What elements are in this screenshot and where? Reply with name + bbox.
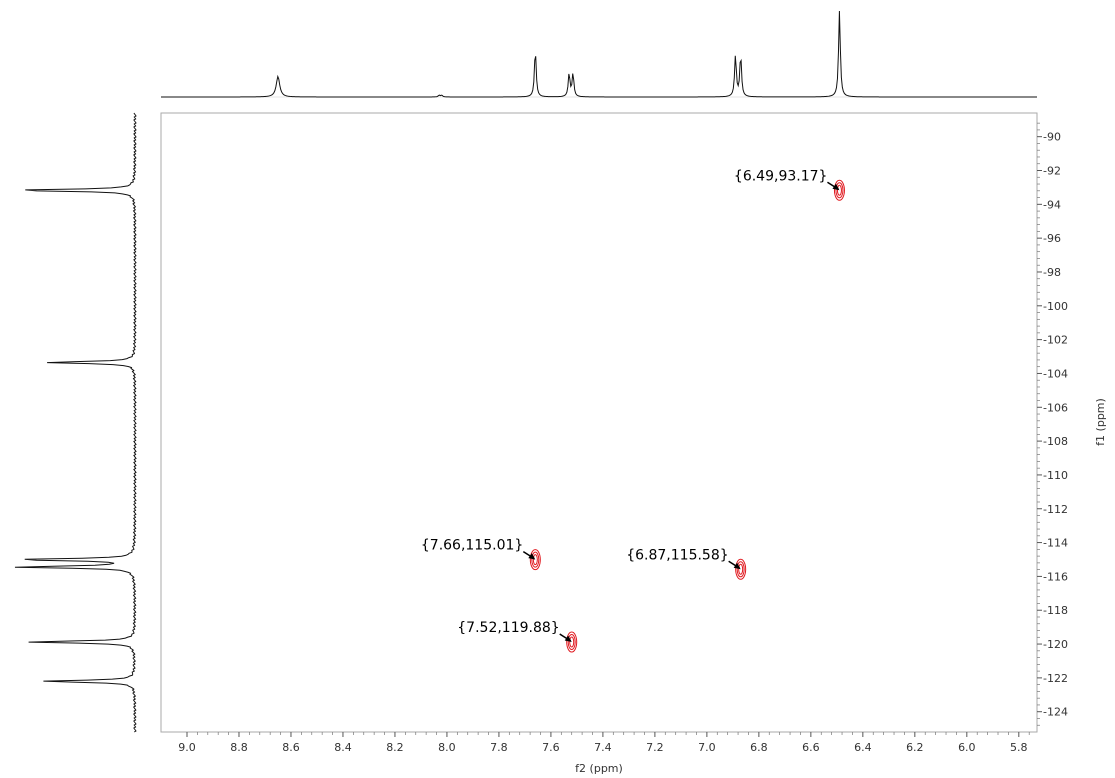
peak-contour [569,636,575,648]
peak-contour [567,634,576,651]
y-tick-label: -112 [1043,503,1068,516]
x-tick-label: 6.4 [854,741,872,754]
cross-peaks: {6.49,93.17} {7.66,115.01} {6.87,115.58} {7… [421,168,845,653]
y-axis-title: f1 (ppm) [1094,398,1107,446]
peak-contour [736,561,745,578]
x-tick-label: 6.0 [958,741,976,754]
y-tick-label: -94 [1043,198,1061,211]
peak-contour [835,182,844,199]
y-tick-label: -100 [1043,300,1068,313]
cross-peak: {6.49,93.17} [734,168,845,201]
y-tick-label: -116 [1043,570,1068,583]
x-tick-label: 8.0 [438,741,456,754]
peak-contour [531,551,540,568]
x-tick-label: 7.6 [542,741,560,754]
cross-peak: {7.66,115.01} [421,538,541,571]
peak-contour [836,184,842,196]
y-tick-label: -104 [1043,367,1068,380]
peak-arrowhead [564,635,572,643]
y-tick-label: -110 [1043,469,1068,482]
cross-peak: {7.52,119.88} [457,620,578,653]
x-tick-label: 7.0 [698,741,716,754]
y-tick-label: -98 [1043,266,1061,279]
x-tick-label: 8.6 [282,741,300,754]
peak-contour [566,631,578,653]
peak-label: {7.52,119.88} [457,620,559,636]
peak-label: {6.87,115.58} [626,547,728,563]
y-tick-label: -124 [1043,706,1068,719]
y-tick-label: -120 [1043,638,1068,651]
x-tick-label: 5.8 [1010,741,1028,754]
y-tick-label: -96 [1043,232,1061,245]
peak-contour [735,558,747,580]
x-tick-label: 6.6 [802,741,820,754]
y-axis: -90 -92 -94 -96 -98 -100 -102 -104 -106 -108 -110 -… [1037,122,1068,726]
x-tick-label: 6.8 [750,741,768,754]
peak-label: {6.49,93.17} [734,168,828,184]
x-tick-label: 8.8 [230,741,248,754]
x-tick-label: 8.2 [386,741,404,754]
x-tick-label: 7.2 [646,741,664,754]
peak-arrowhead [832,183,840,191]
x-axis-title: f2 (ppm) [575,762,623,775]
y-tick-label: -102 [1043,334,1068,347]
x-tick-label: 6.2 [906,741,924,754]
peak-label: {7.66,115.01} [421,538,523,554]
peak-contour [529,549,541,571]
x-axis: 9.0 8.8 8.6 8.4 8.2 8.0 7.8 7.6 7.4 7.2 7.0 6.8 6.6 6… [178,732,1030,754]
peak-contour [738,563,744,575]
y-tick-label: -118 [1043,604,1068,617]
peak-contour [532,554,538,566]
plot-frame [160,112,1038,733]
y-tick-label: -92 [1043,165,1061,178]
y-tick-label: -114 [1043,537,1068,550]
top-projection-spectrum [161,11,1037,98]
x-tick-label: 9.0 [178,741,196,754]
peak-arrowhead [528,553,536,560]
y-tick-label: -122 [1043,672,1068,685]
peak-arrowhead [733,562,741,570]
peak-contour [833,179,845,201]
y-tick-label: -106 [1043,401,1068,414]
cross-peak: {6.87,115.58} [626,547,747,580]
y-tick-label: -90 [1043,131,1061,144]
left-projection-spectrum [14,112,137,733]
x-tick-label: 8.4 [334,741,352,754]
y-tick-label: -108 [1043,435,1068,448]
x-tick-label: 7.8 [490,741,508,754]
x-tick-label: 7.4 [594,741,612,754]
